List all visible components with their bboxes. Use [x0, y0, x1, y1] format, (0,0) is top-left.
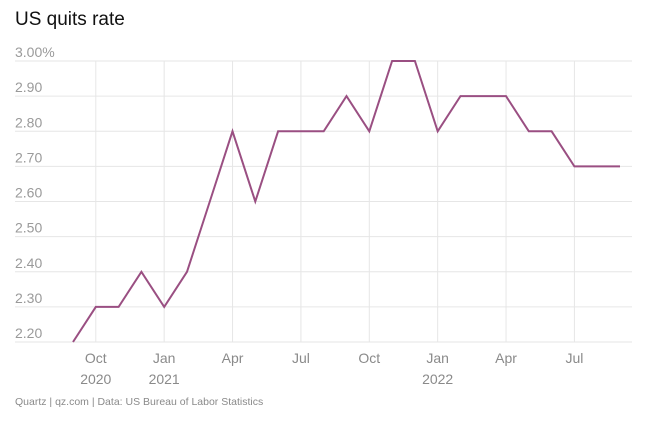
- series-line-0: [72, 60, 620, 343]
- y-tick-label: 2.20: [15, 325, 42, 341]
- x-tick-label: Jan: [426, 350, 449, 366]
- source-note: Quartz | qz.com | Data: US Bureau of Lab…: [15, 396, 264, 408]
- y-gridlines: [15, 60, 632, 343]
- x-tick-year: 2022: [422, 371, 453, 387]
- x-tick-year: 2021: [149, 371, 180, 387]
- y-tick-label: 2.30: [15, 290, 42, 306]
- y-tick-label: 2.60: [15, 185, 42, 201]
- y-tick-label: 2.40: [15, 255, 42, 271]
- x-tick-year: 2020: [80, 371, 111, 387]
- x-tick-label: Oct: [358, 350, 380, 366]
- y-tick-label: 3.00%: [15, 44, 55, 60]
- x-tick-label: Jul: [565, 350, 583, 366]
- x-tick-label: Jul: [292, 350, 310, 366]
- x-tick-label: Apr: [495, 350, 517, 366]
- y-tick-label: 2.70: [15, 149, 42, 165]
- x-axis-labels: Oct 2020 Jan 2021 Apr Jul Oct Jan 2022 Apr Jul: [80, 350, 583, 387]
- x-gridlines: [95, 61, 575, 342]
- series-group: [72, 60, 620, 343]
- x-tick-label: Jan: [153, 350, 176, 366]
- x-tick-label: Oct: [85, 350, 107, 366]
- y-tick-label: 2.80: [15, 114, 42, 130]
- chart-title: US quits rate: [15, 9, 125, 30]
- y-tick-label: 2.50: [15, 220, 42, 236]
- y-tick-label: 2.90: [15, 79, 42, 95]
- y-axis-labels: 3.00% 2.90 2.80 2.70 2.60 2.50 2.40 2.30 2.20: [15, 44, 55, 341]
- x-tick-label: Apr: [222, 350, 244, 366]
